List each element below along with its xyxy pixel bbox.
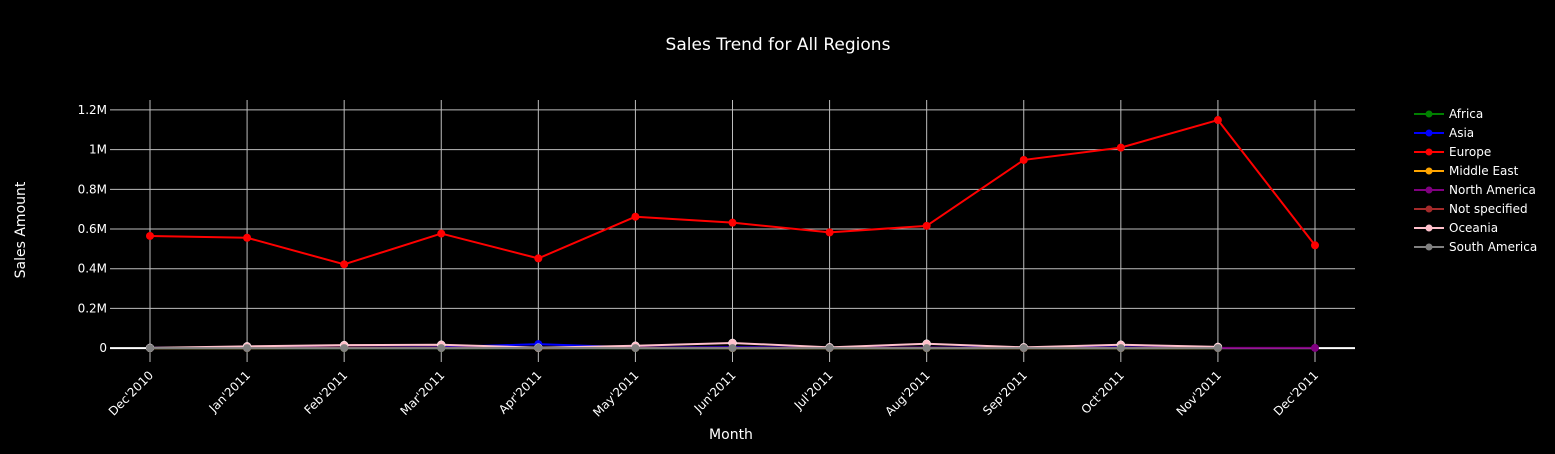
data-point-europe[interactable]: [1117, 144, 1125, 152]
y-tick-label: 0.6M: [78, 222, 107, 236]
data-point-south-america[interactable]: [243, 344, 251, 352]
data-point-north-america[interactable]: [1311, 344, 1319, 352]
legend-swatch-marker: [1426, 149, 1433, 156]
legend-label: Oceania: [1449, 221, 1498, 235]
legend-swatch-marker: [1426, 206, 1433, 213]
legend-label: Europe: [1449, 145, 1491, 159]
x-tick-label: Sep'2011: [980, 368, 1030, 418]
data-point-south-america[interactable]: [1020, 344, 1028, 352]
data-point-europe[interactable]: [437, 230, 445, 238]
legend-item-middle-east[interactable]: Middle East: [1414, 164, 1519, 178]
legend-item-oceania[interactable]: Oceania: [1414, 221, 1498, 235]
x-tick-label: Dec'2010: [106, 368, 156, 418]
data-point-europe[interactable]: [1214, 116, 1222, 124]
data-point-south-america[interactable]: [534, 344, 542, 352]
data-point-south-america[interactable]: [631, 344, 639, 352]
y-axis-ticks: 0 0.2M 0.4M 0.6M 0.8M 1M 1.2M: [78, 103, 107, 355]
legend-swatch-marker: [1426, 187, 1433, 194]
legend-item-africa[interactable]: Africa: [1414, 107, 1483, 121]
legend-item-north-america[interactable]: North America: [1414, 183, 1536, 197]
x-tick-label: Dec'2011: [1271, 368, 1321, 418]
legend-label: Africa: [1449, 107, 1483, 121]
legend-item-asia[interactable]: Asia: [1414, 126, 1474, 140]
legend-swatch-marker: [1426, 244, 1433, 251]
x-tick-label: Feb'2011: [301, 368, 350, 417]
data-point-europe[interactable]: [243, 234, 251, 242]
y-axis-label: Sales Amount: [13, 181, 29, 278]
x-tick-label: Mar'2011: [398, 368, 448, 418]
legend-label: South America: [1449, 240, 1537, 254]
y-tick-label: 0.2M: [78, 301, 107, 315]
data-point-south-america[interactable]: [1117, 344, 1125, 352]
data-point-south-america[interactable]: [146, 344, 154, 352]
y-tick-label: 0.4M: [78, 262, 107, 276]
legend: Africa Asia Europe Middle East North America…: [1414, 107, 1537, 254]
chart-title: Sales Trend for All Regions: [666, 35, 891, 55]
legend-swatch-marker: [1426, 225, 1433, 232]
legend-label: Not specified: [1449, 202, 1528, 216]
x-tick-label: Jul'2011: [791, 368, 836, 413]
y-tick-label: 1M: [89, 143, 107, 157]
x-tick-label: Jun'2011: [691, 368, 739, 416]
y-tick-label: 1.2M: [78, 103, 107, 117]
data-point-south-america[interactable]: [1214, 344, 1222, 352]
data-point-europe[interactable]: [631, 213, 639, 221]
data-point-south-america[interactable]: [437, 344, 445, 352]
legend-swatch-marker: [1426, 130, 1433, 137]
legend-label: North America: [1449, 183, 1536, 197]
data-point-europe[interactable]: [340, 260, 348, 268]
data-point-south-america[interactable]: [340, 344, 348, 352]
data-point-europe[interactable]: [826, 228, 834, 236]
y-tick-label: 0: [99, 341, 107, 355]
y-tick-label: 0.8M: [78, 182, 107, 196]
data-point-south-america[interactable]: [729, 344, 737, 352]
series-oceania: [146, 339, 1222, 352]
data-point-europe[interactable]: [1311, 241, 1319, 249]
x-tick-label: Jan'2011: [206, 368, 254, 416]
data-point-europe[interactable]: [1020, 156, 1028, 164]
legend-item-south-america[interactable]: South America: [1414, 240, 1537, 254]
data-point-europe[interactable]: [146, 232, 154, 240]
data-point-europe[interactable]: [729, 219, 737, 227]
x-tick-label: Nov'2011: [1174, 368, 1224, 418]
legend-swatch-marker: [1426, 111, 1433, 118]
legend-label: Middle East: [1449, 164, 1519, 178]
x-axis-ticks: Dec'2010 Jan'2011 Feb'2011 Mar'2011 Apr'2011…: [106, 368, 1321, 419]
x-tick-label: Apr'2011: [496, 368, 545, 417]
data-point-europe[interactable]: [534, 254, 542, 262]
data-point-south-america[interactable]: [923, 344, 931, 352]
x-tick-label: Aug'2011: [882, 368, 932, 418]
x-axis-label: Month: [709, 427, 753, 443]
grid-layer: [110, 100, 1355, 362]
legend-label: Asia: [1449, 126, 1474, 140]
data-point-south-america[interactable]: [826, 344, 834, 352]
legend-item-not-specified[interactable]: Not specified: [1414, 202, 1528, 216]
legend-item-europe[interactable]: Europe: [1414, 145, 1491, 159]
legend-swatch-marker: [1426, 168, 1433, 175]
x-tick-label: Oct'2011: [1078, 368, 1127, 417]
data-point-europe[interactable]: [923, 222, 931, 230]
x-tick-label: May'2011: [590, 368, 641, 419]
